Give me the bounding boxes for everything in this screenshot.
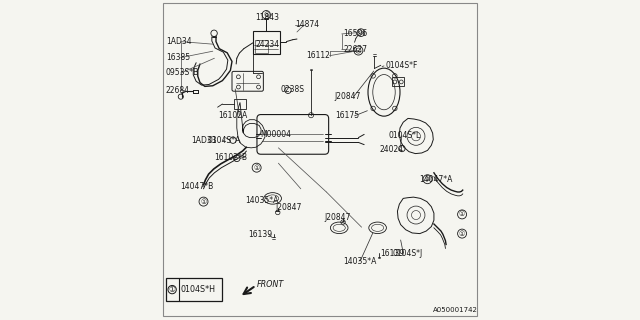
Text: 11843: 11843 (255, 13, 280, 22)
Bar (255, 40, 268, 53)
Text: 22627: 22627 (344, 45, 367, 54)
Bar (392, 77, 404, 86)
Text: 16139: 16139 (380, 249, 404, 258)
Text: 24024: 24024 (380, 145, 404, 154)
Text: 0104S*A: 0104S*A (207, 136, 241, 145)
Text: ①: ① (169, 285, 175, 294)
Text: 16596: 16596 (344, 29, 368, 38)
Text: 14035*A: 14035*A (344, 257, 377, 266)
Text: ①: ① (459, 212, 465, 217)
Text: 16112: 16112 (307, 51, 330, 60)
Text: M00004: M00004 (260, 130, 291, 139)
Text: J20847: J20847 (276, 204, 302, 212)
Text: ①: ① (424, 176, 431, 182)
Text: 1AD34: 1AD34 (166, 37, 191, 46)
Text: 16139: 16139 (248, 230, 272, 239)
Text: 16102A: 16102A (218, 111, 248, 120)
Text: 1AD33: 1AD33 (191, 136, 217, 145)
Text: 0104S*L: 0104S*L (388, 131, 420, 140)
Text: J20847: J20847 (324, 213, 351, 222)
Text: 0104S*H: 0104S*H (181, 285, 216, 294)
Text: J20847: J20847 (334, 92, 361, 101)
Text: ①: ① (253, 165, 260, 171)
Text: 14035*A: 14035*A (245, 196, 278, 205)
Text: 0104S*F: 0104S*F (386, 61, 419, 70)
Text: 24234: 24234 (256, 40, 280, 49)
Text: 16102*B: 16102*B (214, 153, 247, 162)
Text: 14047*B: 14047*B (180, 182, 213, 191)
Text: 0238S: 0238S (281, 85, 305, 94)
Bar (166, 278, 222, 301)
Text: ①: ① (263, 12, 269, 18)
Text: ①: ① (200, 199, 207, 204)
Text: 0953S*B: 0953S*B (166, 68, 199, 77)
Text: 22684: 22684 (166, 86, 189, 95)
Bar (253, 31, 280, 54)
Text: 16385: 16385 (166, 53, 190, 62)
Text: 14047*A: 14047*A (419, 175, 452, 184)
Text: 14874: 14874 (296, 20, 319, 29)
Bar (234, 99, 246, 109)
Text: FRONT: FRONT (257, 280, 284, 289)
Text: 16175: 16175 (335, 111, 360, 120)
Text: 0104S*J: 0104S*J (392, 249, 422, 258)
Text: A050001742: A050001742 (433, 307, 477, 313)
Text: ①: ① (459, 231, 465, 236)
